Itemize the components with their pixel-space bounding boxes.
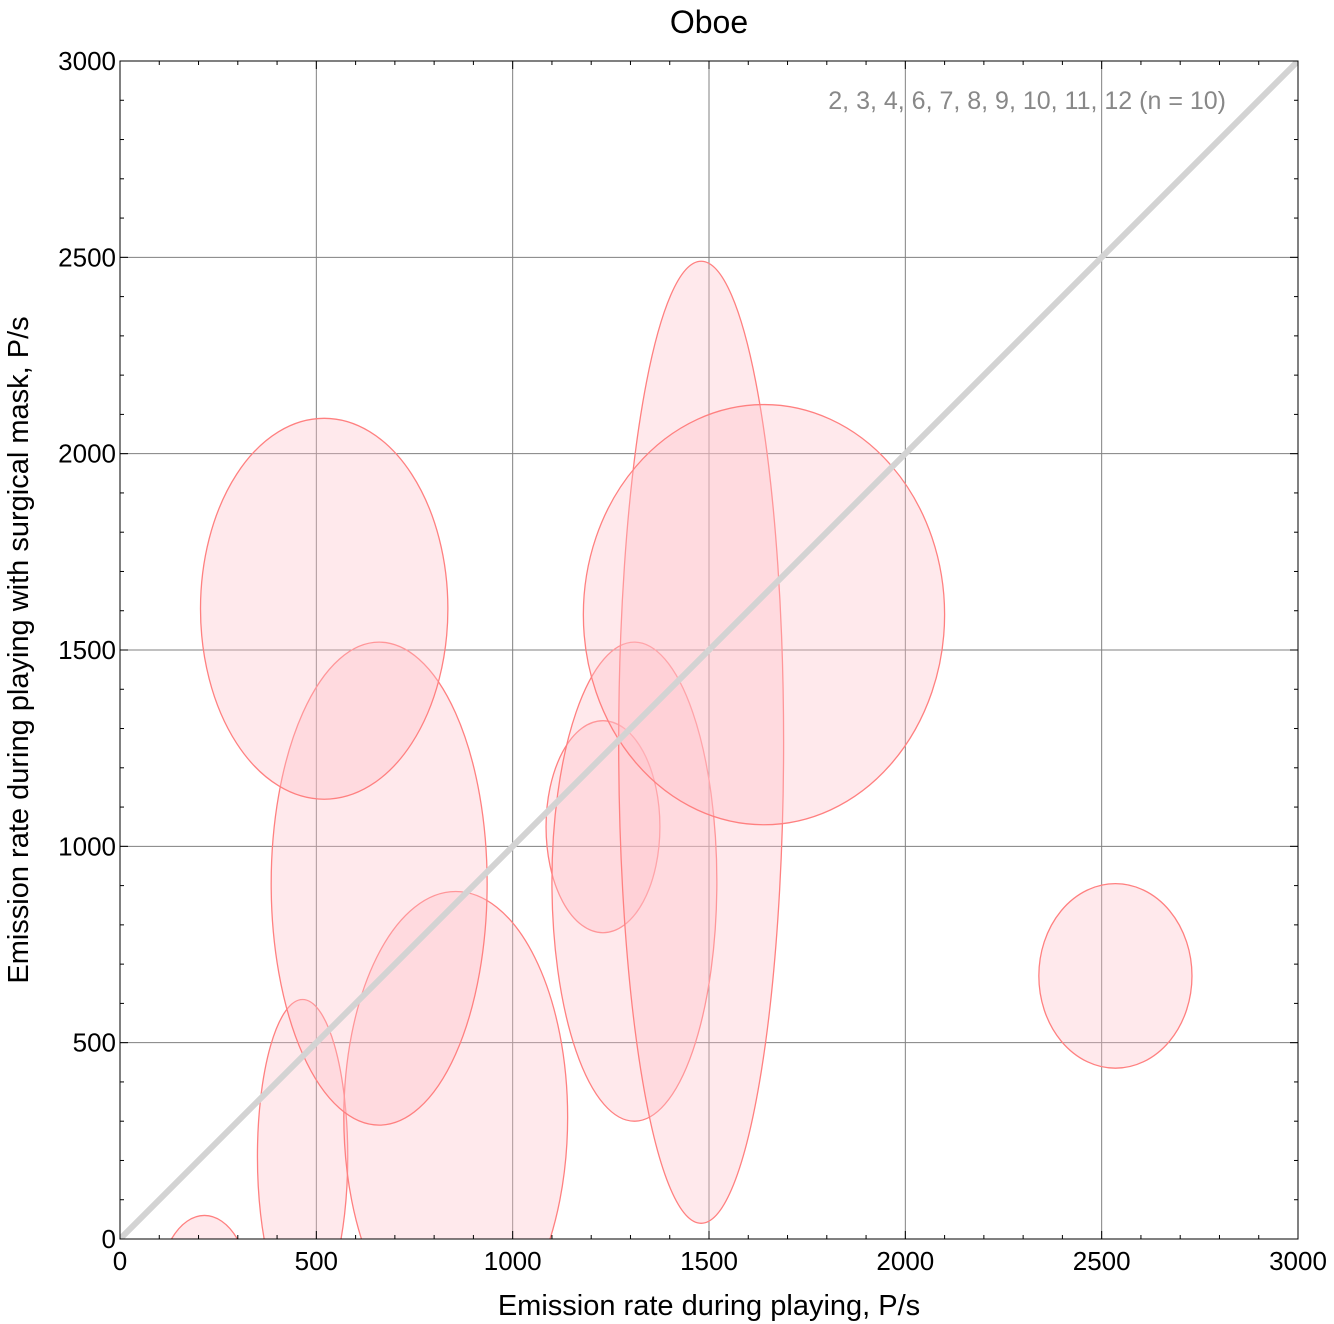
x-tick-label-6: 3000 — [1269, 1246, 1327, 1276]
x-tick-label-2: 1000 — [484, 1246, 542, 1276]
data-ellipse-1 — [170, 1214, 239, 1239]
minor-ticks — [119, 60, 1299, 1240]
y-tick-label-2: 1000 — [58, 831, 116, 861]
data-ellipse-5 — [199, 417, 449, 800]
reference-line — [120, 61, 1298, 1239]
y-tick-labels: 0 500 1000 1500 2000 2500 3000 — [58, 46, 116, 1254]
x-tick-label-4: 2000 — [876, 1246, 934, 1276]
y-tick-label-5: 2500 — [58, 242, 116, 272]
y-tick-label-3: 1500 — [58, 635, 116, 665]
data-ellipse-10 — [1038, 882, 1193, 1069]
y-tick-label-1: 500 — [73, 1028, 116, 1058]
y-tick-label-0: 0 — [102, 1224, 116, 1254]
y-tick-label-6: 3000 — [58, 46, 116, 76]
data-ellipse-2 — [256, 998, 349, 1239]
x-tick-label-0: 0 — [113, 1246, 127, 1276]
x-axis-label: Emission rate during playing, P/s — [498, 1290, 920, 1322]
ellipse-layer — [170, 260, 1193, 1239]
data-ellipse-6 — [545, 720, 661, 934]
y-tick-label-4: 2000 — [58, 439, 116, 469]
sample-annotation: 2, 3, 4, 6, 7, 8, 9, 10, 11, 12 (n = 10) — [828, 87, 1226, 115]
data-ellipse-3 — [343, 890, 569, 1239]
x-tick-labels: 0 500 1000 1500 2000 2500 3000 — [113, 1246, 1327, 1276]
chart-title: Oboe — [670, 4, 748, 40]
data-ellipse-9 — [582, 403, 946, 826]
x-tick-label-5: 2500 — [1073, 1246, 1131, 1276]
y-axis-label: Emission rate during playing with surgic… — [3, 316, 35, 983]
data-ellipse-4 — [270, 641, 488, 1126]
x-tick-label-3: 1500 — [680, 1246, 738, 1276]
x-tick-label-1: 500 — [295, 1246, 338, 1276]
